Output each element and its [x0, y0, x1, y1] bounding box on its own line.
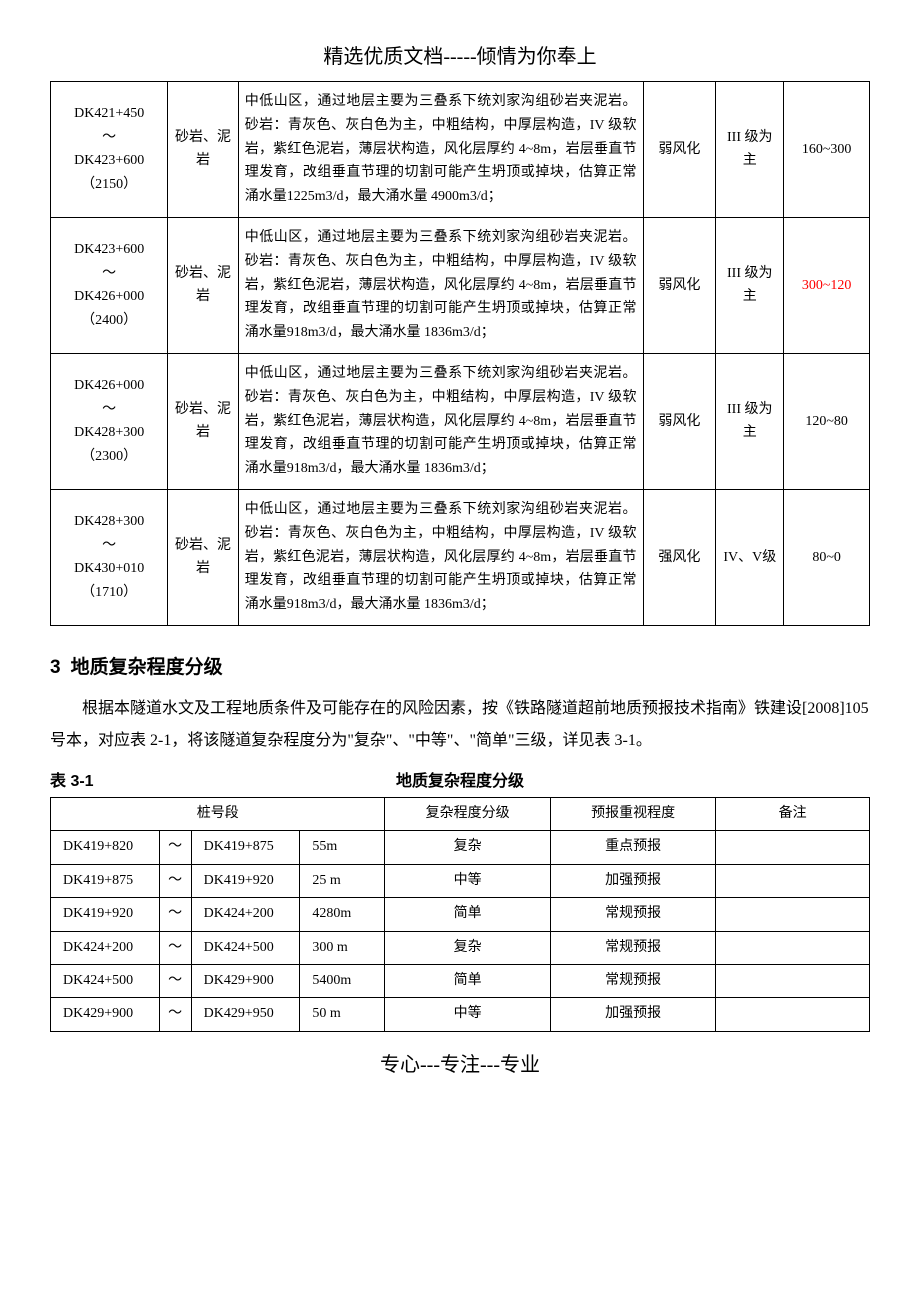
remark-cell — [716, 864, 870, 897]
remark-cell — [716, 898, 870, 931]
section-3-number: 3 — [50, 657, 61, 678]
tilde-cell: ～ — [159, 831, 191, 864]
table2-header-forecast: 预报重视程度 — [550, 797, 715, 830]
forecast-cell: 重点预报 — [550, 831, 715, 864]
header-title: 精选优质文档-----倾情为你奉上 — [50, 40, 870, 69]
length-cell: 55m — [300, 831, 385, 864]
weathering-cell: 弱风化 — [643, 353, 716, 489]
table2-header-remark: 备注 — [716, 797, 870, 830]
table-row: DK424+500～DK429+9005400m简单常规预报 — [51, 964, 870, 997]
remark-cell — [716, 931, 870, 964]
section-3-title: 地质复杂程度分级 — [71, 657, 223, 678]
weathering-cell: 强风化 — [643, 489, 716, 625]
segment-cell: DK428+300～DK430+010（1710） — [51, 489, 168, 625]
table-row: DK423+600～DK426+000（2400）砂岩、泥岩中低山区，通过地层主… — [51, 217, 870, 353]
remark-cell — [716, 964, 870, 997]
start-station-cell: DK424+500 — [51, 964, 160, 997]
segment-cell: DK421+450～DK423+600（2150） — [51, 82, 168, 218]
forecast-cell: 常规预报 — [550, 898, 715, 931]
start-station-cell: DK419+820 — [51, 831, 160, 864]
tilde-cell: ～ — [159, 964, 191, 997]
end-station-cell: DK424+500 — [191, 931, 300, 964]
end-station-cell: DK424+200 — [191, 898, 300, 931]
remark-cell — [716, 998, 870, 1031]
grade-cell: III 级为主 — [716, 217, 784, 353]
complexity-cell: 简单 — [385, 898, 550, 931]
tilde-cell: ～ — [159, 864, 191, 897]
complexity-cell: 中等 — [385, 864, 550, 897]
forecast-cell: 加强预报 — [550, 864, 715, 897]
section-3-paragraph-1: 根据本隧道水文及工程地质条件及可能存在的风险因素，按《铁路隧道超前地质预报技术指… — [50, 693, 870, 757]
forecast-cell: 常规预报 — [550, 964, 715, 997]
table-row: DK424+200～DK424+500300 m复杂常规预报 — [51, 931, 870, 964]
end-station-cell: DK419+875 — [191, 831, 300, 864]
tilde-cell: ～ — [159, 931, 191, 964]
length-cell: 50 m — [300, 998, 385, 1031]
section-3-heading: 3 地质复杂程度分级 — [50, 652, 870, 679]
footer-text: 专心---专注---专业 — [50, 1048, 870, 1077]
table2-caption-left: 表 3-1 — [50, 767, 255, 791]
weathering-cell: 弱风化 — [643, 82, 716, 218]
description-cell: 中低山区，通过地层主要为三叠系下统刘家沟组砂岩夹泥岩。砂岩：青灰色、灰白色为主，… — [238, 353, 643, 489]
rock-type-cell: 砂岩、泥岩 — [168, 217, 238, 353]
complexity-cell: 复杂 — [385, 831, 550, 864]
table2-caption-center: 地质复杂程度分级 — [255, 767, 665, 791]
depth-cell: 80~0 — [784, 489, 870, 625]
complexity-cell: 复杂 — [385, 931, 550, 964]
start-station-cell: DK424+200 — [51, 931, 160, 964]
rock-type-cell: 砂岩、泥岩 — [168, 489, 238, 625]
table2-header-row: 桩号段 复杂程度分级 预报重视程度 备注 — [51, 797, 870, 830]
rock-type-cell: 砂岩、泥岩 — [168, 82, 238, 218]
tilde-cell: ～ — [159, 998, 191, 1031]
end-station-cell: DK429+900 — [191, 964, 300, 997]
complexity-cell: 中等 — [385, 998, 550, 1031]
forecast-cell: 常规预报 — [550, 931, 715, 964]
segment-cell: DK423+600～DK426+000（2400） — [51, 217, 168, 353]
table-row: DK429+900～DK429+95050 m中等加强预报 — [51, 998, 870, 1031]
length-cell: 25 m — [300, 864, 385, 897]
table-row: DK419+920～DK424+2004280m简单常规预报 — [51, 898, 870, 931]
geology-segment-table: DK421+450～DK423+600（2150）砂岩、泥岩中低山区，通过地层主… — [50, 81, 870, 626]
start-station-cell: DK429+900 — [51, 998, 160, 1031]
description-cell: 中低山区，通过地层主要为三叠系下统刘家沟组砂岩夹泥岩。砂岩：青灰色、灰白色为主，… — [238, 489, 643, 625]
weathering-cell: 弱风化 — [643, 217, 716, 353]
complexity-grading-table: 桩号段 复杂程度分级 预报重视程度 备注 DK419+820～DK419+875… — [50, 797, 870, 1032]
grade-cell: III 级为主 — [716, 82, 784, 218]
table-row: DK419+820～DK419+87555m复杂重点预报 — [51, 831, 870, 864]
length-cell: 5400m — [300, 964, 385, 997]
tilde-cell: ～ — [159, 898, 191, 931]
forecast-cell: 加强预报 — [550, 998, 715, 1031]
table-row: DK421+450～DK423+600（2150）砂岩、泥岩中低山区，通过地层主… — [51, 82, 870, 218]
table-row: DK428+300～DK430+010（1710）砂岩、泥岩中低山区，通过地层主… — [51, 489, 870, 625]
table-row: DK419+875～DK419+92025 m中等加强预报 — [51, 864, 870, 897]
grade-cell: IV、V级 — [716, 489, 784, 625]
end-station-cell: DK429+950 — [191, 998, 300, 1031]
table-row: DK426+000～DK428+300（2300）砂岩、泥岩中低山区，通过地层主… — [51, 353, 870, 489]
start-station-cell: DK419+920 — [51, 898, 160, 931]
description-cell: 中低山区，通过地层主要为三叠系下统刘家沟组砂岩夹泥岩。砂岩：青灰色、灰白色为主，… — [238, 82, 643, 218]
end-station-cell: DK419+920 — [191, 864, 300, 897]
depth-cell: 120~80 — [784, 353, 870, 489]
length-cell: 4280m — [300, 898, 385, 931]
segment-cell: DK426+000～DK428+300（2300） — [51, 353, 168, 489]
grade-cell: III 级为主 — [716, 353, 784, 489]
depth-cell: 300~120 — [784, 217, 870, 353]
rock-type-cell: 砂岩、泥岩 — [168, 353, 238, 489]
table2-header-station: 桩号段 — [51, 797, 385, 830]
remark-cell — [716, 831, 870, 864]
depth-cell: 160~300 — [784, 82, 870, 218]
start-station-cell: DK419+875 — [51, 864, 160, 897]
table2-header-complexity: 复杂程度分级 — [385, 797, 550, 830]
description-cell: 中低山区，通过地层主要为三叠系下统刘家沟组砂岩夹泥岩。砂岩：青灰色、灰白色为主，… — [238, 217, 643, 353]
complexity-cell: 简单 — [385, 964, 550, 997]
table2-caption-spacer — [665, 767, 870, 791]
length-cell: 300 m — [300, 931, 385, 964]
table2-caption: 表 3-1 地质复杂程度分级 — [50, 767, 870, 791]
